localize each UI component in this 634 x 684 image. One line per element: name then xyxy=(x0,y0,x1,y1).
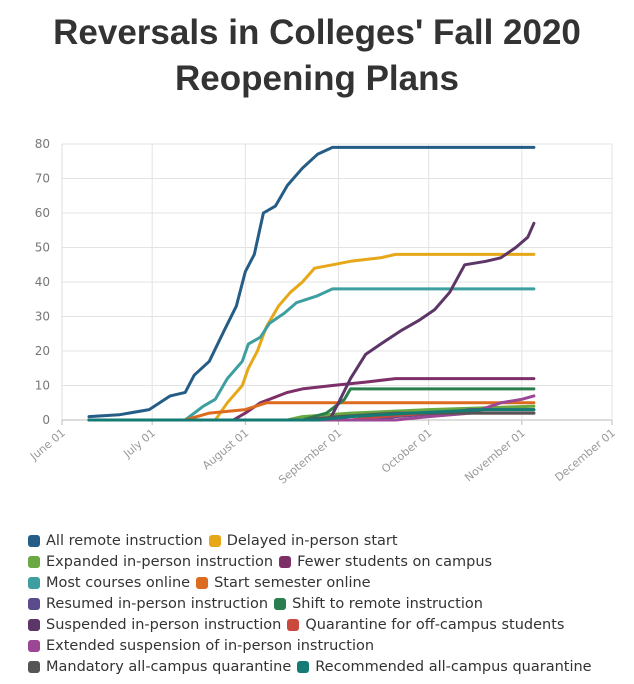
y-tick-label: 70 xyxy=(35,172,50,186)
series-line xyxy=(87,252,536,422)
series-line xyxy=(87,145,536,419)
legend-swatch xyxy=(287,618,300,631)
legend-item[interactable]: Delayed in-person start xyxy=(208,532,398,549)
legend-label: Start semester online xyxy=(214,574,371,591)
legend-row: All remote instruction Delayed in-person … xyxy=(28,530,628,551)
chart-title-line-1: Reversals in Colleges' Fall 2020 xyxy=(53,13,581,52)
legend-label: Resumed in-person instruction xyxy=(46,595,269,612)
legend-label: Mandatory all-campus quarantine xyxy=(46,658,292,675)
legend-swatch xyxy=(274,597,287,610)
legend-row: Expanded in-person instruction Fewer stud… xyxy=(28,551,628,572)
legend-item[interactable]: Mandatory all-campus quarantine xyxy=(28,659,291,675)
legend-label: Delayed in-person start xyxy=(226,532,398,549)
legend-item[interactable]: Fewer students on campus xyxy=(279,554,492,570)
x-tick-label: June 01 xyxy=(27,426,68,463)
legend-row: Mandatory all-campus quarantine Recommend… xyxy=(28,656,628,677)
y-tick-label: 10 xyxy=(35,379,50,393)
legend-item[interactable]: Shift to remote instruction xyxy=(274,596,483,612)
legend-swatch xyxy=(28,576,40,589)
legend-label: Fewer students on campus xyxy=(297,553,493,570)
legend-item[interactable]: Expanded in-person instruction xyxy=(28,554,273,570)
legend-row: Extended suspension of in-person instruc… xyxy=(28,635,628,656)
y-tick-label: 0 xyxy=(42,413,50,427)
legend-item[interactable]: Suspended in-person instruction xyxy=(28,617,281,633)
legend-label: Extended suspension of in-person instruc… xyxy=(46,637,375,654)
line-chart: 0 10 20 30 40 50 60 70 80 June 01 July 01 August 01… xyxy=(27,137,618,487)
legend-swatch xyxy=(28,597,40,610)
legend-item[interactable]: Resumed in-person instruction xyxy=(28,596,268,612)
chart-title: Reversals in Colleges' Fall 2020 Reopeni… xyxy=(0,10,634,102)
legend-swatch xyxy=(297,660,310,673)
legend-label: Most courses online xyxy=(46,574,191,591)
legend-swatch xyxy=(196,576,209,589)
legend-swatch xyxy=(28,555,40,568)
series-line xyxy=(87,408,536,422)
y-tick-label: 30 xyxy=(35,310,50,324)
legend-label: All remote instruction xyxy=(46,532,203,549)
legend-label: Shift to remote instruction xyxy=(292,595,483,612)
series-line xyxy=(87,221,536,422)
legend-swatch xyxy=(28,639,40,652)
y-tick-label: 40 xyxy=(35,275,50,289)
legend-item[interactable]: All remote instruction xyxy=(28,533,203,549)
legend-item[interactable]: Extended suspension of in-person instruc… xyxy=(28,638,374,654)
legend-item[interactable]: Recommended all-campus quarantine xyxy=(297,658,592,675)
legend-swatch xyxy=(208,534,221,547)
legend-label: Recommended all-campus quarantine xyxy=(315,658,592,675)
x-tick-label: September 01 xyxy=(276,426,344,486)
legend-swatch xyxy=(28,660,40,673)
legend-row: Suspended in-person instruction Quarantin… xyxy=(28,614,628,635)
legend-label: Expanded in-person instruction xyxy=(46,553,274,570)
chart-title-line-2: Reopening Plans xyxy=(175,59,459,98)
legend-label: Quarantine for off-campus students xyxy=(305,616,565,633)
legend-swatch xyxy=(28,618,40,631)
x-tick-label: December 01 xyxy=(552,426,617,484)
legend-row: Resumed in-person instruction Shift to re… xyxy=(28,593,628,614)
legend-label: Suspended in-person instruction xyxy=(46,616,282,633)
y-tick-label: 60 xyxy=(35,206,50,220)
legend-item[interactable]: Most courses online xyxy=(28,575,190,591)
x-tick-label: July 01 xyxy=(120,426,158,461)
x-tick-label: November 01 xyxy=(462,426,528,484)
x-tick-label: August 01 xyxy=(200,426,251,472)
legend-row: Most courses online Start semester online xyxy=(28,572,628,593)
legend-swatch xyxy=(279,555,292,568)
chart-legend: All remote instruction Delayed in-person … xyxy=(28,530,628,677)
y-tick-label: 80 xyxy=(35,137,50,151)
series-line xyxy=(87,287,536,422)
y-tick-label: 20 xyxy=(35,344,50,358)
legend-item[interactable]: Start semester online xyxy=(196,575,371,591)
series-line xyxy=(87,377,536,422)
y-tick-label: 50 xyxy=(35,241,50,255)
legend-swatch xyxy=(28,534,40,547)
x-tick-label: October 01 xyxy=(379,426,434,476)
legend-item[interactable]: Quarantine for off-campus students xyxy=(287,617,564,633)
